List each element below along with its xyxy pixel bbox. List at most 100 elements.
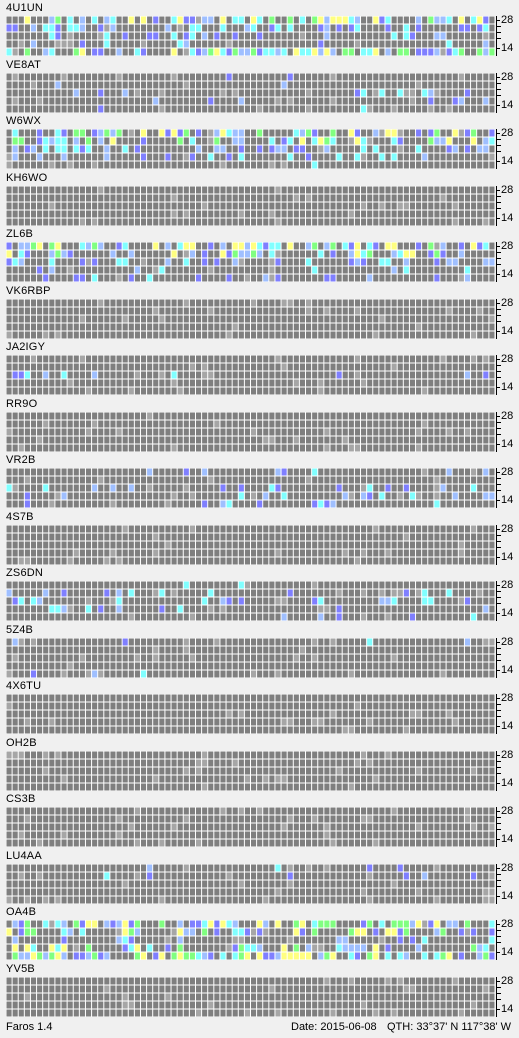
grid-cell — [263, 412, 269, 419]
grid-cell — [483, 557, 489, 564]
grid-cell — [306, 202, 312, 209]
grid-cell — [385, 484, 391, 492]
grid-cell — [452, 194, 458, 201]
grid-cell — [257, 589, 263, 597]
grid-cell — [251, 533, 257, 540]
grid-cell — [373, 105, 379, 112]
grid-cell — [458, 484, 464, 492]
grid-cell — [318, 323, 324, 330]
grid-cell — [61, 694, 67, 702]
grid-cell — [226, 420, 232, 427]
grid-cell — [128, 662, 134, 669]
grid-cell — [293, 323, 299, 330]
grid-cell — [147, 412, 153, 419]
grid-cell — [458, 16, 464, 24]
grid-cell — [428, 81, 434, 88]
grid-cell — [275, 186, 281, 193]
grid-cell — [403, 420, 409, 427]
grid-cell — [153, 89, 159, 96]
grid-cell — [299, 371, 306, 379]
grid-cell — [18, 331, 24, 338]
grid-cell — [367, 476, 373, 484]
grid-cell — [104, 186, 110, 193]
grid-cell — [385, 299, 391, 306]
grid-cell — [458, 40, 464, 48]
grid-cell — [24, 428, 30, 435]
grid-cell — [373, 258, 379, 266]
grid-cell — [251, 250, 257, 258]
grid-cell — [257, 420, 263, 427]
grid-cell — [477, 299, 483, 306]
grid-cell — [287, 589, 293, 597]
grid-cell — [61, 105, 67, 112]
grid-cell — [171, 16, 177, 24]
grid-cell — [367, 557, 373, 564]
grid-cell — [306, 331, 312, 338]
grid-cell — [6, 307, 12, 314]
grid-cell — [49, 153, 55, 161]
grid-cell — [214, 379, 220, 387]
grid-cell — [134, 525, 140, 532]
grid-cell — [171, 484, 177, 492]
grid-cell — [428, 186, 434, 193]
grid-cell — [92, 307, 98, 314]
grid-cell — [471, 48, 477, 56]
grid-cell — [214, 549, 220, 556]
grid-cell — [128, 694, 134, 702]
grid-cell — [171, 73, 177, 80]
grid-cell — [24, 468, 30, 476]
grid-cell — [183, 662, 189, 669]
grid-cell — [159, 533, 165, 540]
grid-cell — [98, 371, 104, 379]
grid-cell — [257, 492, 263, 500]
grid-cell — [416, 210, 422, 217]
grid-cell — [183, 97, 189, 104]
grid-cell — [159, 40, 165, 48]
grid-cell — [30, 355, 37, 363]
grid-cell — [287, 605, 293, 613]
grid-cell — [49, 258, 55, 266]
grid-cell — [324, 73, 330, 80]
grid-cell — [220, 363, 226, 371]
grid-cell — [409, 97, 416, 104]
grid-cell — [269, 557, 275, 564]
band-minor-tick — [496, 647, 501, 649]
grid-cell — [226, 153, 232, 161]
grid-cell — [24, 97, 30, 104]
grid-cell — [464, 589, 471, 597]
grid-cell — [134, 436, 140, 443]
grid-cell — [147, 145, 153, 153]
grid-cell — [85, 605, 92, 613]
grid-cell — [385, 468, 391, 476]
grid-cell — [293, 24, 299, 32]
grid-cell — [471, 32, 477, 40]
grid-cell — [483, 638, 489, 645]
grid-cell — [226, 549, 232, 556]
grid-cell — [18, 589, 24, 597]
grid-cell — [299, 387, 306, 395]
grid-cell — [287, 250, 293, 258]
grid-cell — [385, 274, 391, 282]
grid-cell — [471, 307, 477, 314]
grid-cell — [122, 476, 128, 484]
grid-cell — [293, 145, 299, 153]
grid-cell — [348, 194, 354, 201]
grid-cell — [153, 387, 159, 395]
grid-cell — [177, 274, 183, 282]
grid-cell — [30, 638, 37, 645]
grid-cell — [30, 194, 37, 201]
grid-cell — [428, 444, 434, 451]
grid-cell — [140, 299, 147, 306]
grid-cell — [122, 161, 128, 169]
grid-cell — [208, 420, 214, 427]
grid-cell — [30, 605, 37, 613]
grid-cell — [116, 331, 122, 338]
grid-cell — [452, 371, 458, 379]
grid-cell — [49, 202, 55, 209]
grid-cell — [110, 186, 116, 193]
grid-cell — [336, 533, 342, 540]
grid-cell — [165, 315, 171, 322]
grid-cell — [263, 202, 269, 209]
grid-cell — [67, 654, 73, 661]
grid-cell — [281, 436, 287, 443]
